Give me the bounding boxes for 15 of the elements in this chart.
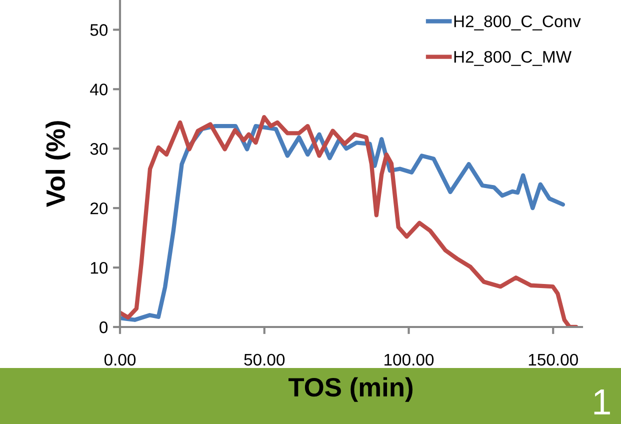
x-tick-label: 0.00 xyxy=(104,354,136,366)
x-tick-label: 50.00 xyxy=(244,354,285,366)
y-axis-title: Vol (%) xyxy=(46,121,70,208)
y-tick-label: 0 xyxy=(100,321,108,334)
x-tick-label: 150.00 xyxy=(528,354,578,366)
x-axis-title: TOS (min) xyxy=(288,377,412,402)
x-tick-label: 100.00 xyxy=(384,354,434,366)
text: 1 xyxy=(594,390,610,414)
y-tick-label: 20 xyxy=(90,202,108,214)
legend-label: H2_800_C_MW xyxy=(454,50,572,66)
y-tick-label: 50 xyxy=(90,24,108,36)
y-tick-label: 10 xyxy=(90,262,108,274)
y-tick-label: 40 xyxy=(90,84,108,96)
y-tick-label: 30 xyxy=(90,143,108,155)
legend-label: H2_800_C_Conv xyxy=(454,15,581,30)
